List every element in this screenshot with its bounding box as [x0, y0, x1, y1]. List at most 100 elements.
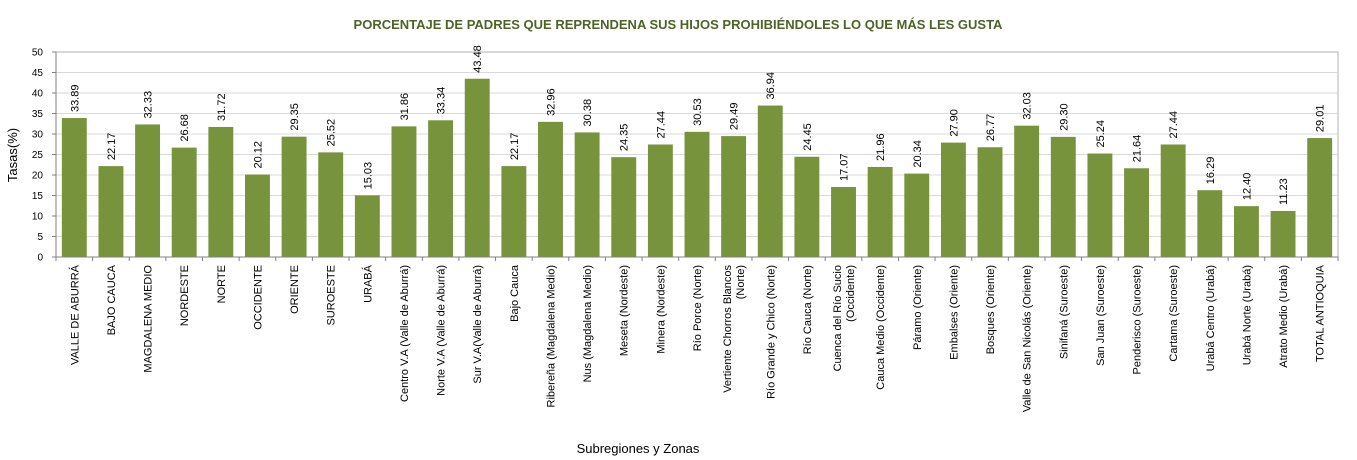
bar [904, 173, 930, 257]
data-label: 32.96 [545, 88, 557, 116]
x-tick-label: Minera (Nordeste) [655, 265, 667, 354]
x-tick-label: Ribereña (Magdalena Medio) [545, 265, 557, 407]
y-tick-label: 40 [32, 89, 44, 100]
bar [574, 132, 600, 257]
x-tick-label: Páramo (Oriente) [912, 265, 924, 350]
bar [1307, 138, 1333, 257]
bar [538, 121, 563, 257]
y-tick-label: 30 [32, 130, 44, 141]
x-tick-label: URABÁ [361, 264, 374, 303]
x-tick-label: Penderisco (Suroeste) [1132, 265, 1144, 374]
data-label: 29.35 [289, 103, 301, 131]
x-tick-label: Bosques (Oriente) [985, 265, 997, 354]
x-tick-label: Bajo Cauca [509, 264, 521, 322]
x-tick-label: Norte V.A (Valle de Aburrá) [436, 265, 448, 396]
x-tick-label: Cuenca del Río Sucio [832, 265, 844, 371]
y-axis-title: Tasas(%) [5, 128, 20, 182]
y-tick-label: 0 [37, 253, 43, 264]
y-tick-label: 15 [32, 191, 44, 202]
x-tick-label: NORTE [216, 265, 228, 303]
data-label: 12.40 [1241, 173, 1253, 201]
data-label: 22.17 [509, 133, 521, 161]
bar [208, 126, 234, 257]
data-label: 33.34 [436, 87, 448, 115]
bar [794, 156, 820, 257]
data-label: 26.68 [179, 114, 191, 142]
x-tick-label: Centro V.A (Valle de Aburrá) [399, 265, 411, 402]
x-tick-label: Vertiente Chorros Blancos [722, 265, 734, 393]
bars [61, 78, 1333, 258]
x-axis-ticks [55, 257, 1339, 261]
y-tick-label: 35 [32, 109, 44, 120]
x-tick-label: Valle de San Nicolás (Oriente) [1022, 265, 1034, 412]
bar [831, 187, 856, 257]
x-tick-label: Nus (Magdalena Medio) [582, 265, 594, 382]
bar [1014, 125, 1040, 257]
data-label: 33.89 [69, 85, 81, 113]
x-tick-label: (Norte) [735, 265, 747, 299]
bar [1197, 190, 1223, 257]
data-label: 21.96 [875, 133, 887, 161]
x-tick-label: Atrato Medio (Urabá) [1278, 265, 1290, 368]
bar [318, 152, 344, 257]
x-tick-label: Urabá Norte (Urabá) [1241, 265, 1253, 365]
data-label: 20.34 [912, 140, 924, 168]
bar [684, 131, 710, 257]
bar [1270, 210, 1296, 257]
bar [611, 157, 637, 257]
x-tick-label: TOTAL ANTIOQUIA [1315, 264, 1327, 362]
bar [1160, 144, 1186, 257]
data-label: 27.44 [655, 111, 667, 139]
bar [245, 174, 270, 257]
x-tick-label: VALLE DE ABURRÁ [68, 264, 81, 365]
bar [1087, 153, 1113, 257]
bar [867, 166, 893, 257]
bar [98, 166, 124, 257]
x-tick-label: Río Grande y Chico (Norte) [765, 265, 777, 399]
x-tick-label: Río Porce (Norte) [692, 265, 704, 351]
bar [171, 147, 197, 257]
data-label: 16.29 [1205, 157, 1217, 185]
data-label: 11.23 [1278, 178, 1290, 205]
x-tick-label: Cartama (Suroeste) [1168, 265, 1180, 362]
data-label: 25.24 [1095, 120, 1107, 148]
data-label: 31.72 [216, 93, 228, 121]
bar [391, 126, 417, 258]
chart-title: PORCENTAJE DE PADRES QUE REPRENDENA SUS … [354, 17, 1003, 32]
data-label: 17.07 [839, 153, 851, 181]
data-label: 31.86 [399, 93, 411, 121]
data-label: 24.35 [619, 124, 631, 152]
x-tick-label: Embalses (Oriente) [948, 265, 960, 360]
bar [428, 120, 454, 257]
data-label: 30.53 [692, 98, 704, 126]
data-label: 30.38 [582, 99, 594, 127]
data-label: 21.64 [1132, 135, 1144, 163]
data-label: 15.03 [362, 162, 374, 190]
data-label: 26.77 [985, 114, 997, 142]
x-tick-label: Sur V.A(Valle de Aburrá) [472, 265, 484, 384]
x-tick-label: MAGDALENA MEDIO [143, 265, 155, 373]
bar [647, 144, 673, 257]
data-label: 29.30 [1058, 103, 1070, 131]
bar [977, 147, 1003, 257]
data-label: 20.12 [252, 141, 264, 169]
data-label: 25.52 [326, 119, 338, 147]
x-tick-label: San Juan (Suroeste) [1095, 265, 1107, 366]
data-label: 29.49 [729, 103, 741, 131]
data-label: 43.48 [472, 45, 484, 73]
x-tick-label: ORIENTE [289, 265, 301, 314]
bar [135, 124, 161, 258]
y-axis-ticks: 0 5 10 15 20 25 30 35 40 45 50 [32, 48, 56, 264]
data-label: 27.44 [1168, 111, 1180, 139]
bar [501, 166, 527, 257]
data-label: 27.90 [948, 109, 960, 137]
x-axis-title: Subregiones y Zonas [577, 441, 700, 456]
y-tick-label: 45 [32, 68, 44, 79]
plot-area: 33.89 22.17 32.33 26.68 31.72 20.12 29.35 25.52… [55, 45, 1339, 258]
x-tick-label: BAJO CAUCA [106, 264, 118, 335]
bar [61, 118, 87, 258]
bar [464, 78, 490, 258]
bar [721, 136, 747, 257]
y-tick-label: 5 [37, 232, 43, 243]
